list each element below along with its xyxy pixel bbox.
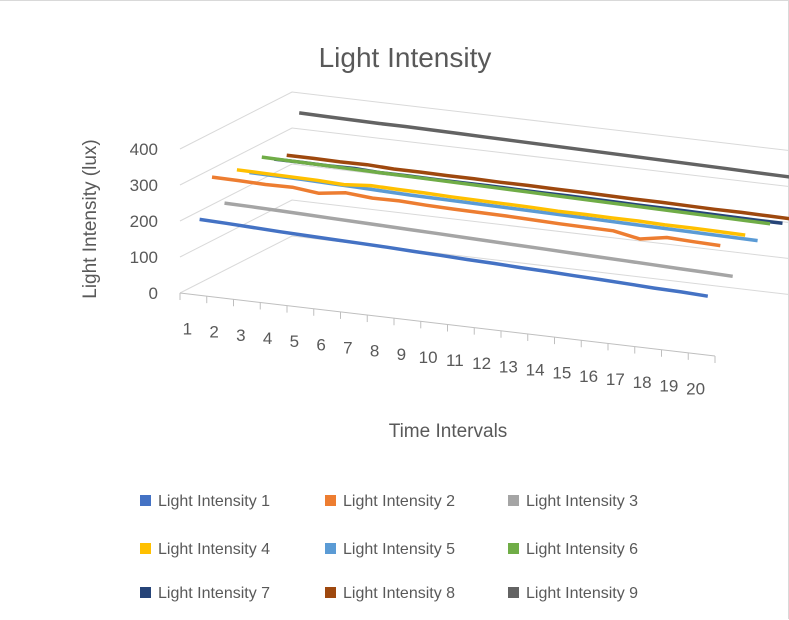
y-axis-ticks: 0 100 200 300 400	[130, 140, 158, 303]
x-tick-label: 5	[290, 332, 299, 351]
legend: Light Intensity 1 Light Intensity 2 Light …	[140, 493, 638, 602]
x-axis-title: Time Intervals	[389, 421, 508, 442]
x-tick-label: 19	[659, 376, 678, 395]
x-tick-label: 12	[472, 354, 491, 373]
x-tick-label: 4	[263, 329, 272, 348]
x-tick-label: 1	[183, 320, 192, 339]
x-axis-ticks: 1 2 3 4 5 6 7 8 9 10 11 12 13 14 15 16 17 18 19 20	[179, 293, 716, 398]
y-axis-title: Light Intensity (lux)	[80, 139, 101, 298]
legend-label: Light Intensity 1	[158, 493, 270, 510]
x-tick-label: 16	[579, 367, 598, 386]
x-tick-label: 3	[236, 326, 245, 345]
legend-swatch	[325, 543, 336, 554]
legend-swatch	[325, 495, 336, 506]
gridline	[179, 91, 789, 152]
legend-swatch	[508, 587, 519, 598]
y-tick-label: 200	[130, 212, 158, 231]
legend-label: Light Intensity 5	[343, 541, 455, 558]
x-tick-label: 11	[446, 351, 464, 370]
series-line	[224, 201, 733, 279]
series-line	[211, 175, 721, 248]
legend-swatch	[140, 587, 151, 598]
gridline	[179, 235, 789, 296]
legend-swatch	[325, 587, 336, 598]
x-tick-label: 18	[633, 373, 652, 392]
x-tick-label: 2	[209, 323, 218, 342]
x-tick-label: 17	[606, 370, 625, 389]
gridline	[179, 199, 789, 260]
gridline	[179, 127, 789, 188]
x-tick-label: 13	[499, 357, 518, 376]
chart-title: Light Intensity	[319, 42, 492, 73]
x-tick-label: 20	[686, 379, 705, 398]
gridlines	[179, 91, 789, 357]
legend-swatch	[508, 495, 519, 506]
legend-swatch	[140, 543, 151, 554]
x-tick-label: 9	[397, 345, 406, 364]
y-tick-label: 100	[130, 248, 158, 267]
x-tick-label: 15	[552, 364, 571, 383]
legend-label: Light Intensity 9	[526, 585, 638, 602]
legend-swatch	[508, 543, 519, 554]
series-line	[236, 168, 746, 237]
x-tick-label: 14	[526, 361, 545, 380]
y-tick-label: 0	[149, 284, 158, 303]
legend-swatch	[140, 495, 151, 506]
legend-label: Light Intensity 8	[343, 585, 455, 602]
x-tick-label: 8	[370, 342, 379, 361]
y-tick-label: 300	[130, 176, 158, 195]
series-lines	[199, 111, 789, 298]
y-tick-label: 400	[130, 140, 158, 159]
legend-label: Light Intensity 4	[158, 541, 270, 558]
legend-label: Light Intensity 7	[158, 585, 270, 602]
legend-label: Light Intensity 3	[526, 493, 638, 510]
series-line	[286, 153, 789, 221]
legend-label: Light Intensity 2	[343, 493, 455, 510]
series-line	[298, 111, 789, 179]
x-tick-label: 7	[343, 338, 352, 357]
x-tick-label: 6	[316, 335, 325, 354]
series-line	[261, 155, 771, 226]
legend-label: Light Intensity 6	[526, 541, 638, 558]
series-line	[199, 217, 709, 298]
x-tick-label: 10	[419, 348, 438, 367]
